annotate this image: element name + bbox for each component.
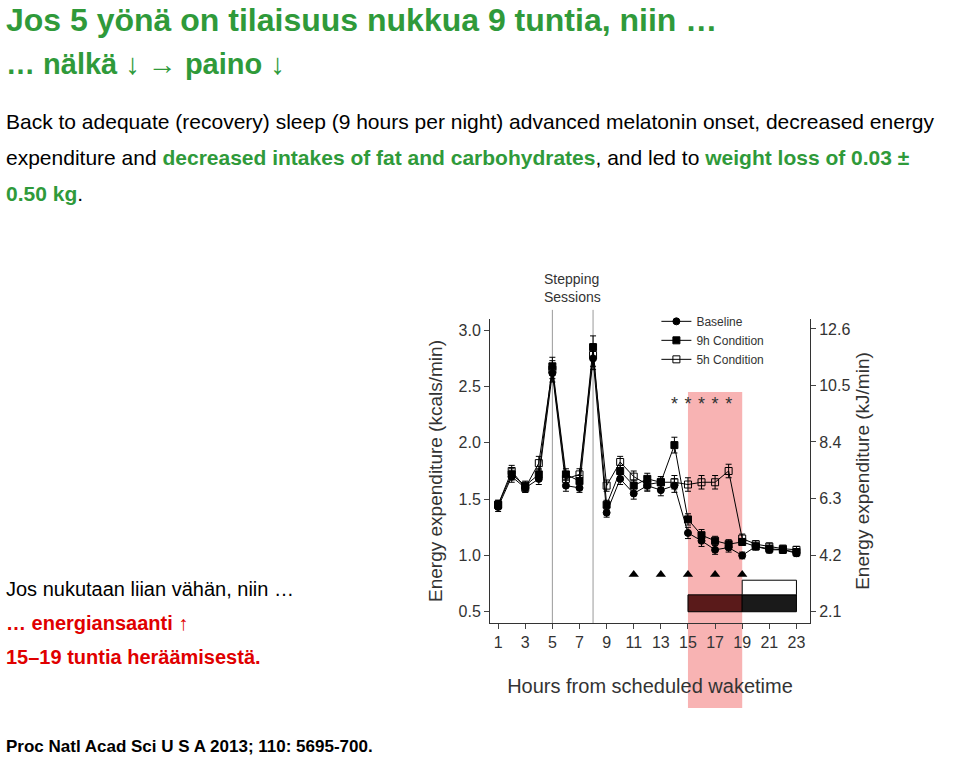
svg-text:2.5: 2.5 <box>459 378 481 395</box>
svg-text:1.0: 1.0 <box>459 547 481 564</box>
svg-text:17: 17 <box>706 634 724 651</box>
svg-text:19: 19 <box>733 634 751 651</box>
svg-text:*: * <box>712 394 719 414</box>
svg-text:8.4: 8.4 <box>819 434 841 451</box>
svg-text:2.1: 2.1 <box>819 603 841 620</box>
svg-text:9h Condition: 9h Condition <box>696 334 763 348</box>
svg-text:Energy expenditure (kJ/min): Energy expenditure (kJ/min) <box>852 352 873 590</box>
svg-text:SteppingSessions: SteppingSessions <box>544 271 601 305</box>
svg-text:3.0: 3.0 <box>459 322 481 339</box>
svg-text:1: 1 <box>494 634 503 651</box>
svg-text:5: 5 <box>548 634 557 651</box>
svg-text:3: 3 <box>521 634 530 651</box>
svg-text:5h Condition: 5h Condition <box>696 353 763 367</box>
html-text:Jos 5 yönä on tilaisuus nukkua: Jos 5 yönä on tilaisuus nukkua 9 tuntia,… <box>6 2 718 38</box>
svg-text:4.2: 4.2 <box>819 547 841 564</box>
svg-text:2.0: 2.0 <box>459 434 481 451</box>
svg-text:9: 9 <box>602 634 611 651</box>
svg-text:*: * <box>698 394 705 414</box>
svg-text:Baseline: Baseline <box>696 315 742 329</box>
svg-text:15: 15 <box>679 634 697 651</box>
svg-text:0.5: 0.5 <box>459 603 481 620</box>
svg-text:21: 21 <box>760 634 778 651</box>
svg-text:23: 23 <box>788 634 806 651</box>
svg-text:12.6: 12.6 <box>819 321 850 338</box>
svg-text:10.5: 10.5 <box>819 377 850 394</box>
svg-text:*: * <box>725 394 732 414</box>
html-text:15–19 tuntia heräämisestä.: 15–19 tuntia heräämisestä. <box>6 646 261 668</box>
svg-text:13: 13 <box>652 634 670 651</box>
html-text:Back to adequate (recovery) sl: Back to adequate (recovery) sleep (9 hou… <box>6 110 935 205</box>
svg-text:*: * <box>684 394 691 414</box>
html-text:… nälkä ↓ → paino ↓: … nälkä ↓ → paino ↓ <box>6 48 285 80</box>
svg-text:Hours from scheduled waketime: Hours from scheduled waketime <box>507 675 793 697</box>
html-text:… energiansaanti ↑: … energiansaanti ↑ <box>6 612 189 634</box>
svg-text:*: * <box>671 394 678 414</box>
html-text:Jos nukutaan liian vähän, niin: Jos nukutaan liian vähän, niin … <box>6 578 294 600</box>
svg-text:7: 7 <box>575 634 584 651</box>
html-text:Proc Natl Acad Sci U S A 2013;: Proc Natl Acad Sci U S A 2013; 110: 5695… <box>6 737 373 756</box>
svg-text:6.3: 6.3 <box>819 490 841 507</box>
svg-text:Energy expenditure (kcals/min): Energy expenditure (kcals/min) <box>425 340 446 602</box>
svg-text:11: 11 <box>625 634 642 651</box>
svg-text:1.5: 1.5 <box>459 491 481 508</box>
